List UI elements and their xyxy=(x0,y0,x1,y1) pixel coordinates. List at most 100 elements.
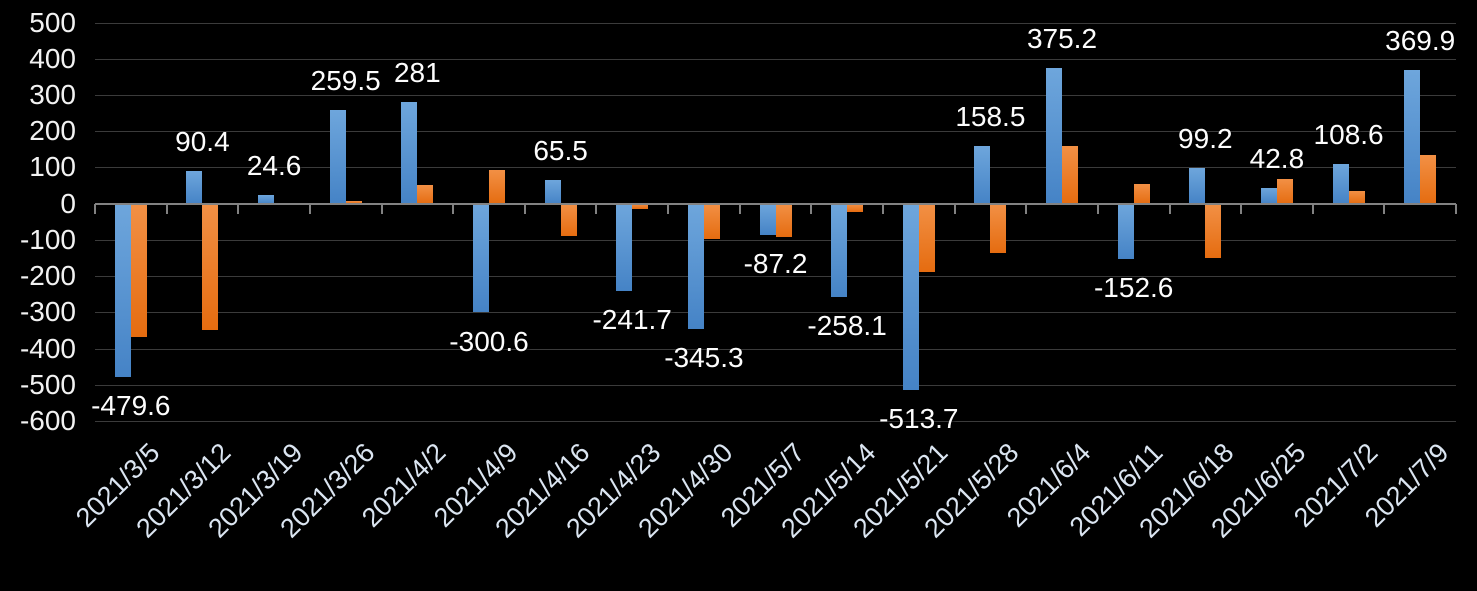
data-label: -258.1 xyxy=(807,310,887,342)
y-axis-tick-label: -200 xyxy=(19,260,76,291)
x-axis-tick xyxy=(308,203,311,214)
y-gridline xyxy=(95,167,1456,168)
bar-orange xyxy=(847,203,864,213)
bar-orange xyxy=(1062,146,1078,204)
bar-orange xyxy=(560,203,577,236)
x-axis-tick xyxy=(953,203,956,214)
x-axis-tick xyxy=(380,203,383,214)
y-gridline xyxy=(95,131,1456,132)
x-axis-tick xyxy=(1383,203,1386,214)
data-label: -152.6 xyxy=(1093,271,1174,303)
data-label: -241.7 xyxy=(592,304,672,336)
bar-blue xyxy=(687,203,704,329)
bar-orange xyxy=(489,169,505,204)
y-axis-tick-label: 100 xyxy=(29,151,76,182)
bar-orange xyxy=(1133,184,1150,204)
data-label: 90.4 xyxy=(175,125,230,157)
bar-blue xyxy=(1332,164,1349,204)
y-gridline xyxy=(95,240,1456,241)
data-label: -513.7 xyxy=(879,402,959,434)
bar-blue xyxy=(1189,167,1206,204)
bar-blue xyxy=(759,203,776,236)
bar-orange xyxy=(1205,203,1222,259)
x-axis-tick xyxy=(165,203,168,214)
x-axis-tick xyxy=(1096,203,1099,214)
bar-blue xyxy=(473,203,489,313)
data-label: 369.9 xyxy=(1385,24,1456,56)
bar-orange xyxy=(417,184,434,204)
y-axis-tick-label: -100 xyxy=(19,224,76,255)
bar-blue xyxy=(1260,188,1277,204)
y-axis-tick-label: -600 xyxy=(19,405,76,436)
bar-orange xyxy=(990,203,1007,254)
x-axis-tick xyxy=(595,203,598,214)
data-label: 375.2 xyxy=(1026,22,1098,54)
y-gridline xyxy=(95,385,1456,386)
y-gridline xyxy=(95,421,1456,422)
data-label: 42.8 xyxy=(1249,143,1305,175)
y-gridline xyxy=(95,349,1456,350)
y-axis-tick-label: 300 xyxy=(29,79,76,110)
x-axis-line xyxy=(95,202,1456,205)
bar-blue xyxy=(1046,67,1062,204)
bar-blue xyxy=(1117,203,1134,259)
data-label: 65.5 xyxy=(533,134,588,166)
x-axis-tick xyxy=(1168,203,1171,214)
y-axis-tick-label: 400 xyxy=(29,43,76,74)
y-axis-tick-label: -300 xyxy=(19,296,76,327)
x-axis-tick xyxy=(881,203,884,214)
y-axis-tick-label: -500 xyxy=(19,369,76,400)
data-label: 99.2 xyxy=(1178,122,1233,154)
y-gridline xyxy=(95,312,1456,313)
x-axis-tick xyxy=(523,203,526,214)
bar-blue xyxy=(902,203,919,390)
bar-orange xyxy=(1420,154,1437,204)
bar-blue xyxy=(616,203,633,292)
bar-orange xyxy=(345,201,362,204)
bar-orange xyxy=(130,203,147,337)
y-axis-tick-label: 0 xyxy=(60,188,76,219)
bar-orange xyxy=(202,203,219,330)
data-label: 259.5 xyxy=(310,64,381,96)
bar-blue xyxy=(401,101,418,204)
bar-orange xyxy=(918,203,935,273)
x-axis-tick xyxy=(1455,203,1457,214)
bar-blue xyxy=(114,203,131,378)
x-axis-tick xyxy=(810,203,813,214)
x-axis-tick xyxy=(452,203,455,214)
bar-orange xyxy=(1276,179,1293,204)
data-label: -345.3 xyxy=(664,341,744,373)
bar-blue xyxy=(544,179,561,204)
x-axis-tick xyxy=(738,203,741,214)
data-label: 24.6 xyxy=(246,149,302,181)
bar-blue xyxy=(974,146,991,204)
bar-blue xyxy=(329,109,346,204)
bar-orange xyxy=(632,203,649,210)
data-label: 281 xyxy=(393,56,441,88)
bar-orange xyxy=(703,203,720,240)
y-gridline xyxy=(95,276,1456,277)
bar-blue xyxy=(831,203,848,298)
y-gridline xyxy=(95,23,1456,24)
bar-blue xyxy=(186,170,203,204)
x-axis-tick xyxy=(94,203,96,214)
y-gridline xyxy=(95,59,1456,60)
x-axis-tick xyxy=(1311,203,1314,214)
data-label: -479.6 xyxy=(91,390,171,422)
y-axis-tick-label: 500 xyxy=(29,7,76,38)
bar-orange xyxy=(775,203,792,238)
bar-orange xyxy=(1348,191,1365,204)
x-axis-tick xyxy=(237,203,240,214)
bar-blue xyxy=(258,194,275,204)
data-label: 108.6 xyxy=(1313,119,1384,151)
x-axis-tick xyxy=(667,203,670,214)
data-label: -300.6 xyxy=(449,325,529,357)
y-gridline xyxy=(95,95,1456,96)
data-label: 158.5 xyxy=(955,101,1026,133)
y-axis-tick-label: 200 xyxy=(29,115,76,146)
x-axis-tick xyxy=(1025,203,1028,214)
x-axis-tick xyxy=(1240,203,1243,214)
y-axis-tick-label: -400 xyxy=(19,333,76,364)
data-label: -87.2 xyxy=(743,248,808,280)
